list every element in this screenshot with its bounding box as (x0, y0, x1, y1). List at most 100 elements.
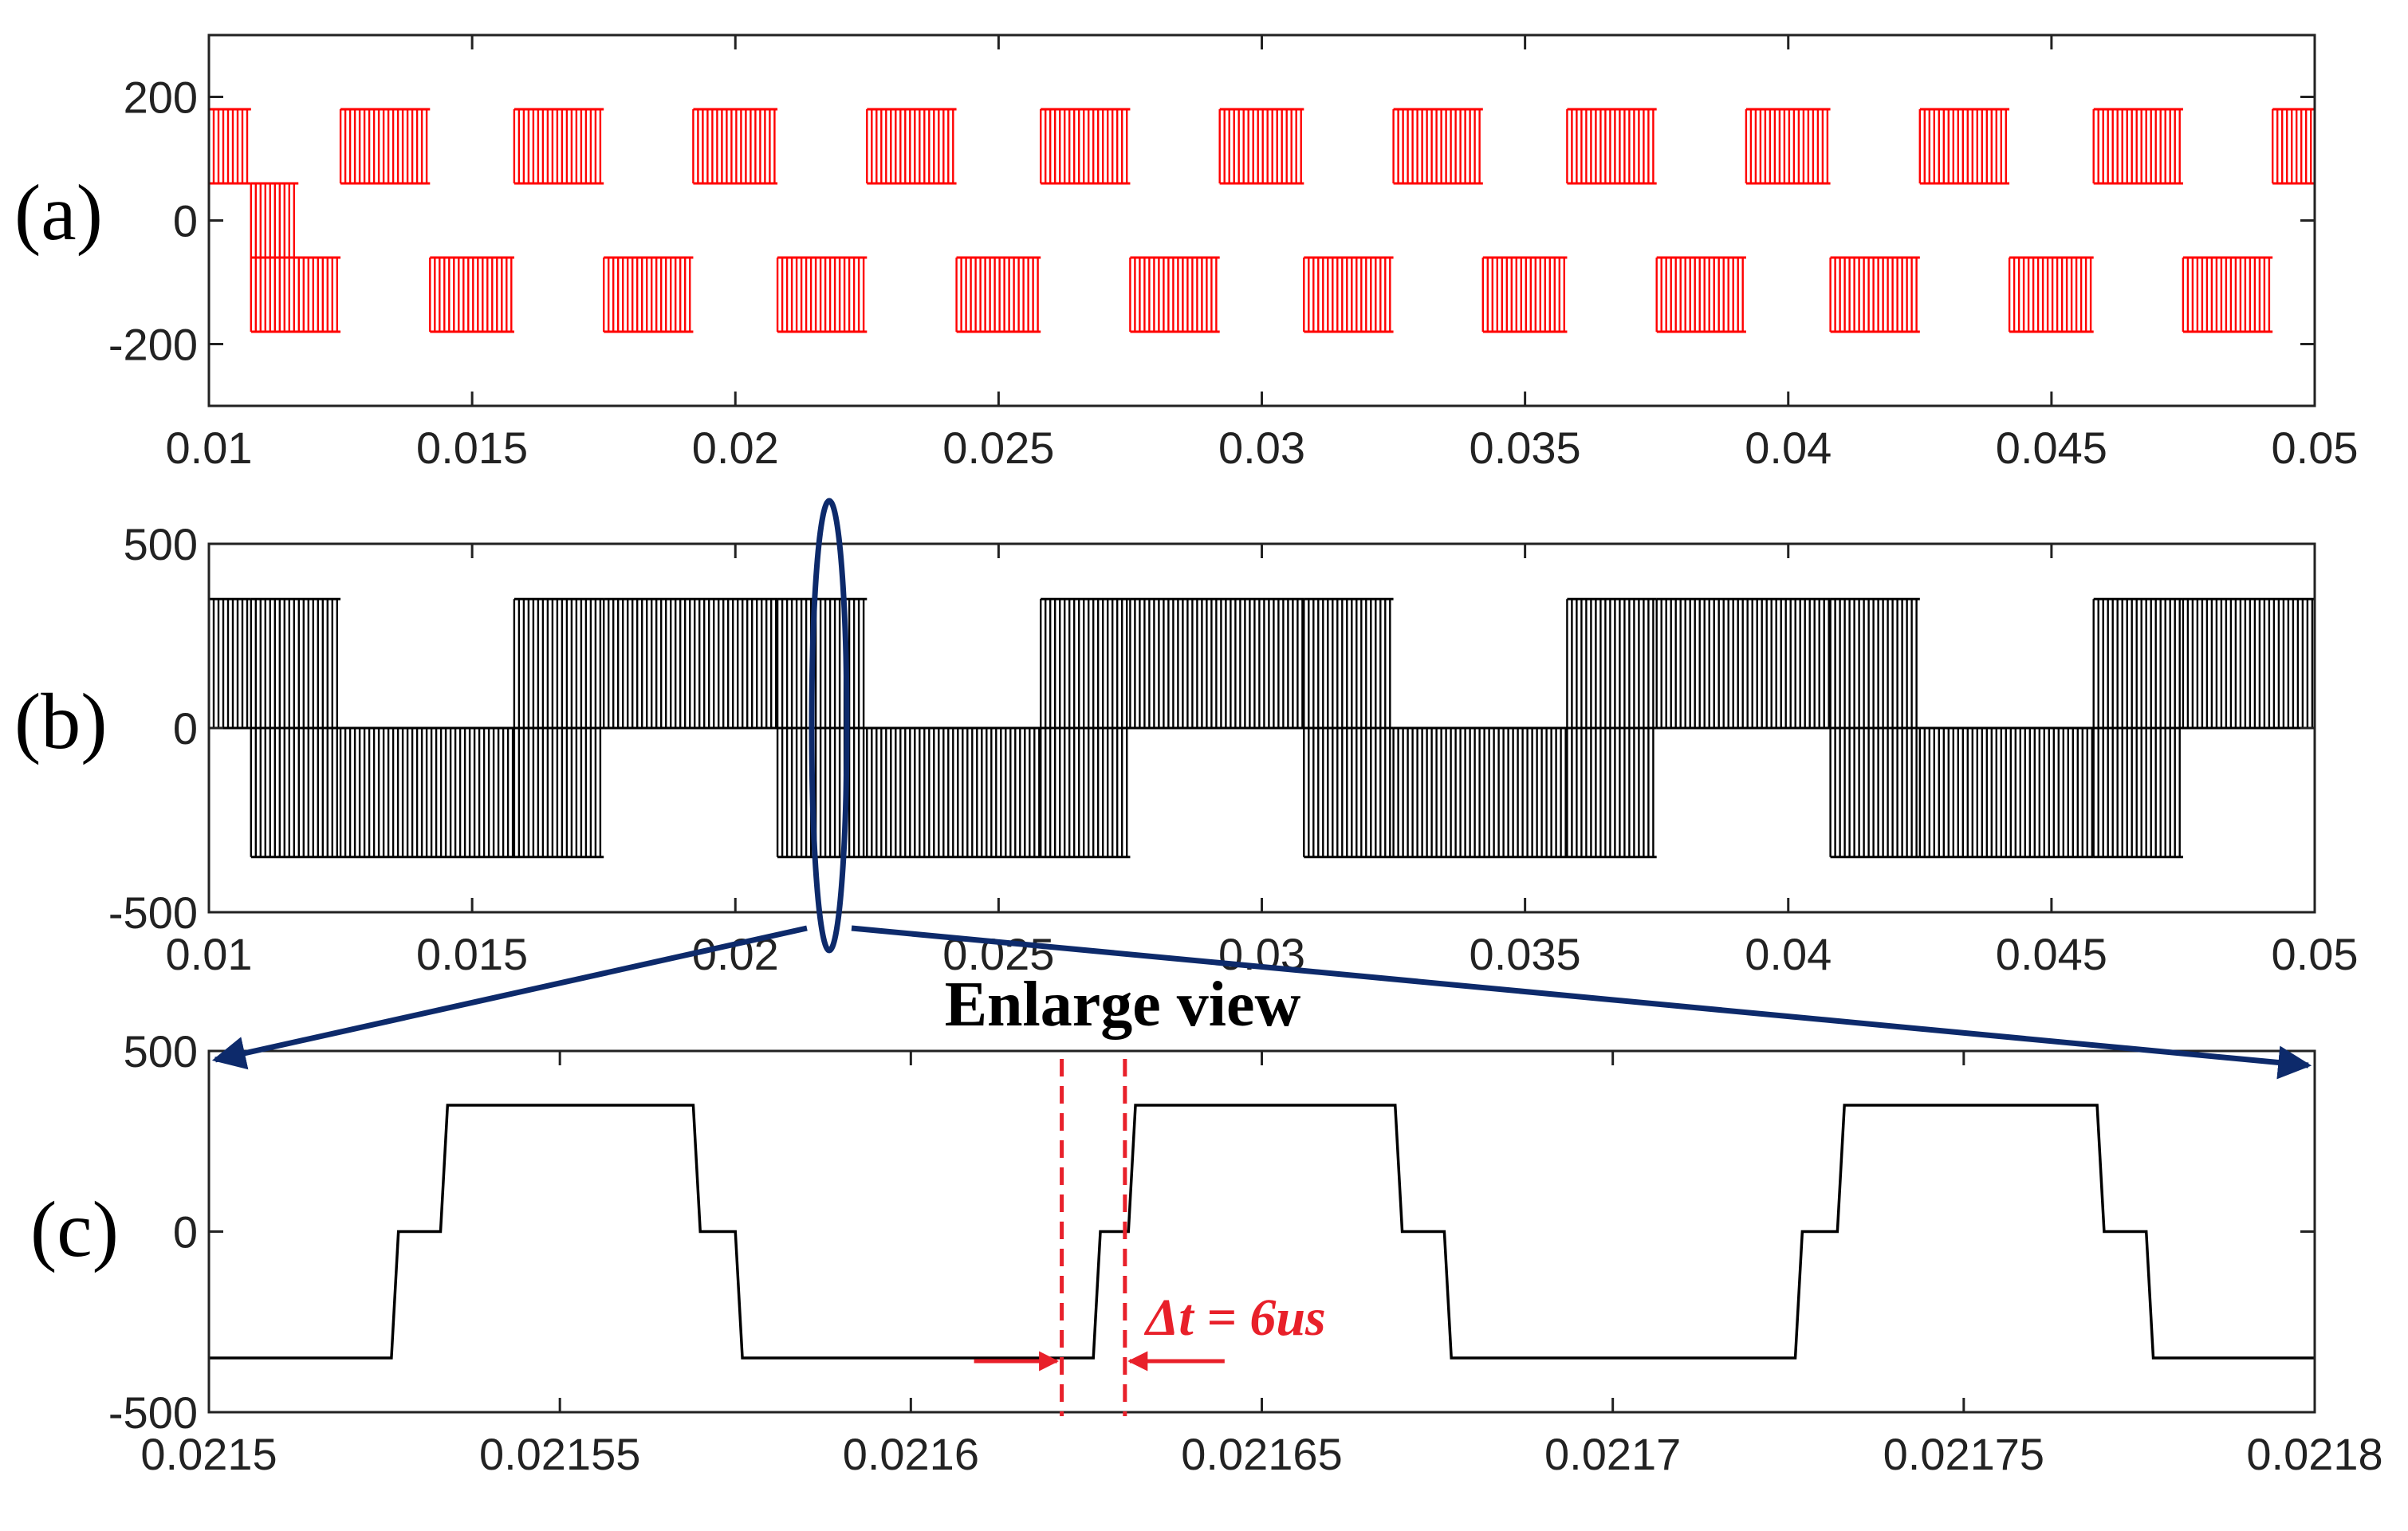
pwm-switching (866, 109, 954, 183)
x-tick-label: 0.0217 (1544, 1429, 1681, 1479)
pwm-switching (513, 109, 602, 183)
x-tick-label: 0.02155 (479, 1429, 640, 1479)
pwm-switching (1481, 258, 1565, 332)
pwm-block (250, 256, 341, 333)
pwm-switching (2092, 728, 2181, 857)
pwm-switching (1392, 728, 1567, 857)
x-tick-label: 0.04 (1745, 423, 1832, 473)
y-tick-label: 0 (173, 196, 198, 246)
pwm-block (776, 256, 868, 333)
panel-c-y-axis: 500 0 -500 (108, 1026, 2315, 1438)
pwm-block (955, 256, 1041, 333)
pwm-block (2092, 726, 2183, 859)
pwm-switching (1655, 599, 1830, 728)
y-tick-label: 0 (173, 703, 198, 754)
panel-c-label: (c) (30, 1185, 119, 1273)
pwm-block (1040, 726, 1131, 859)
pwm-block (603, 597, 778, 730)
enlarge-view-label: Enlarge view (945, 970, 1301, 1040)
pwm-block (1303, 597, 1394, 730)
x-tick-label: 0.045 (1996, 423, 2107, 473)
pwm-switching (513, 728, 602, 857)
pwm-block (250, 182, 299, 259)
x-tick-label: 0.02175 (1883, 1429, 2044, 1479)
pwm-switching (866, 728, 1041, 857)
pwm-block (1392, 108, 1483, 185)
panel-a-signal (207, 108, 2315, 333)
x-tick-label: 0.0216 (843, 1429, 979, 1479)
panel-b-label: (b) (14, 677, 108, 766)
pwm-block (1129, 597, 1304, 730)
y-tick-label: -500 (108, 1387, 198, 1438)
delta-t-markers (974, 1059, 1225, 1416)
voltage-trace (209, 1104, 2315, 1360)
pwm-switching (513, 599, 602, 728)
pwm-block (1829, 726, 1920, 859)
pwm-switching (207, 109, 249, 183)
panel-a-x-axis: 0.01 0.015 0.02 0.025 0.03 0.035 0.04 0.045 0.05 (166, 35, 2359, 473)
pwm-switching (776, 258, 865, 332)
pwm-block (1392, 726, 1568, 859)
x-tick-label: 0.035 (1470, 929, 1581, 979)
pwm-block (866, 108, 957, 185)
pwm-switching (1303, 258, 1391, 332)
pwm-block (1040, 597, 1131, 730)
pwm-switching (2182, 599, 2314, 728)
pwm-switching (1129, 599, 1304, 728)
pwm-block (339, 726, 514, 859)
x-tick-label: 0.03 (1218, 423, 1305, 473)
pwm-switching (955, 258, 1039, 332)
pwm-switching (1829, 599, 1918, 728)
x-tick-label: 0.0215 (140, 1429, 277, 1479)
pwm-switching (1829, 258, 1918, 332)
pwm-switching (1303, 599, 1391, 728)
panel-b-y-axis: 500 0 -500 (108, 519, 2315, 938)
delta-t-label: Δt = 6us (1143, 1289, 1326, 1347)
pwm-block (1566, 108, 1657, 185)
pwm-block (1040, 108, 1131, 185)
y-tick-label: 500 (124, 1026, 198, 1076)
panel-a-y-axis: 200 0 -200 (108, 73, 2315, 370)
pwm-switching (1040, 109, 1128, 183)
pwm-block (207, 597, 251, 730)
pwm-switching (1745, 109, 1829, 183)
pwm-block (603, 256, 694, 333)
pwm-switching (1566, 109, 1655, 183)
x-tick-label: 0.045 (1996, 929, 2107, 979)
pwm-block (429, 256, 514, 333)
pwm-block (776, 597, 868, 730)
panel-a-frame (207, 33, 2316, 407)
pwm-switching (1918, 109, 2007, 183)
pwm-block (692, 108, 778, 185)
y-tick-label: 500 (124, 519, 198, 569)
pwm-block (1655, 597, 1831, 730)
pwm-block (250, 726, 341, 859)
x-tick-label: 0.02165 (1181, 1429, 1342, 1479)
pwm-block (2092, 108, 2183, 185)
pwm-switching (1392, 109, 1481, 183)
pwm-block (513, 726, 604, 859)
pwm-block (2092, 597, 2183, 730)
pwm-switching (250, 258, 338, 332)
pwm-block (1918, 726, 2094, 859)
pwm-switching (1918, 728, 2093, 857)
pwm-block (1129, 256, 1220, 333)
pwm-switching (692, 109, 776, 183)
x-tick-label: 0.05 (2272, 423, 2359, 473)
x-tick-label: 0.025 (942, 423, 1054, 473)
pwm-switching (2182, 258, 2271, 332)
x-tick-label: 0.0218 (2246, 1429, 2382, 1479)
y-tick-label: -200 (108, 320, 198, 370)
pwm-switching (250, 183, 295, 258)
pwm-block (776, 726, 868, 859)
pwm-switching (1303, 728, 1391, 857)
pwm-block (1303, 726, 1394, 859)
pwm-block (207, 108, 251, 185)
pwm-switching (2272, 109, 2312, 183)
pwm-switching (1566, 599, 1655, 728)
pwm-block (2182, 256, 2273, 333)
x-tick-label: 0.035 (1470, 423, 1581, 473)
